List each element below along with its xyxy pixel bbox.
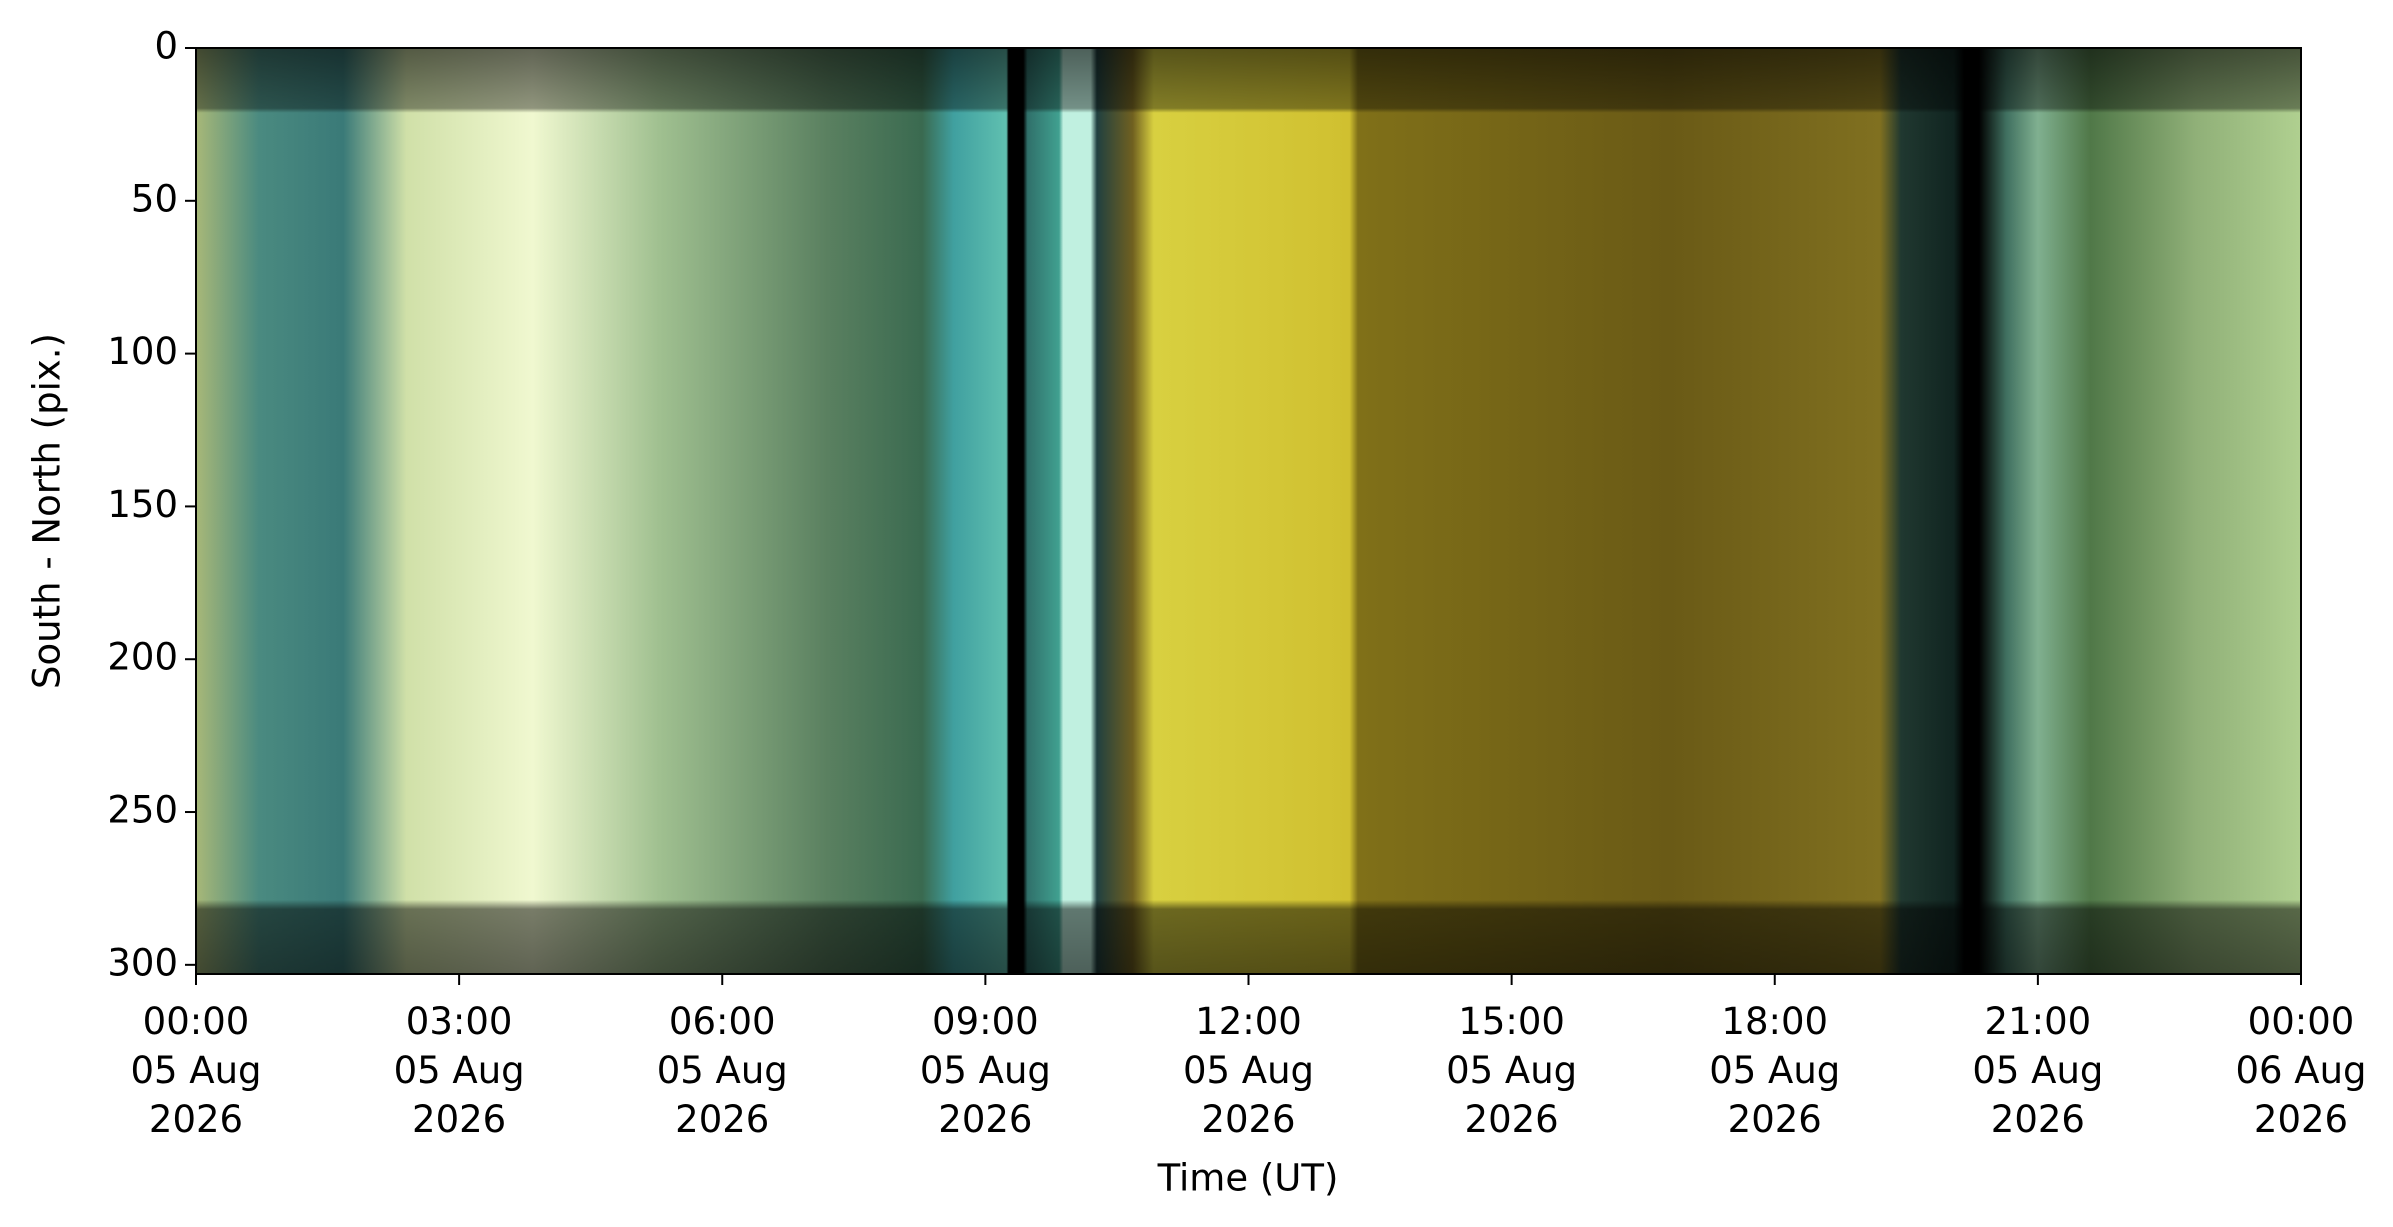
y-tick-label: 150: [107, 483, 178, 526]
x-tick-label: 03:00 05 Aug 2026: [393, 1000, 525, 1141]
y-tick-label: 50: [131, 177, 178, 220]
y-tick-label: 300: [107, 941, 178, 984]
y-axis-label: South - North (pix.): [26, 333, 69, 689]
y-tick-label: 250: [107, 789, 178, 832]
x-tick-label: 21:00 05 Aug 2026: [1972, 1000, 2104, 1141]
x-tick-label: 15:00 05 Aug 2026: [1446, 1000, 1578, 1141]
x-tick-label: 06:00 05 Aug 2026: [656, 1000, 788, 1141]
y-tick-label: 200: [107, 636, 178, 679]
keogram-shading: [196, 48, 2301, 974]
x-tick-label: 12:00 05 Aug 2026: [1182, 1000, 1315, 1141]
y-tick-label: 0: [154, 25, 178, 68]
x-tick-label: 18:00 05 Aug 2026: [1709, 1000, 1841, 1141]
y-tick-label: 100: [107, 330, 178, 373]
x-axis-label: Time (UT): [1157, 1157, 1339, 1200]
x-tick-label: 00:00 06 Aug 2026: [2235, 1000, 2367, 1141]
x-tick-label: 00:00 05 Aug 2026: [130, 1000, 262, 1141]
x-tick-label: 09:00 05 Aug 2026: [919, 1000, 1051, 1141]
